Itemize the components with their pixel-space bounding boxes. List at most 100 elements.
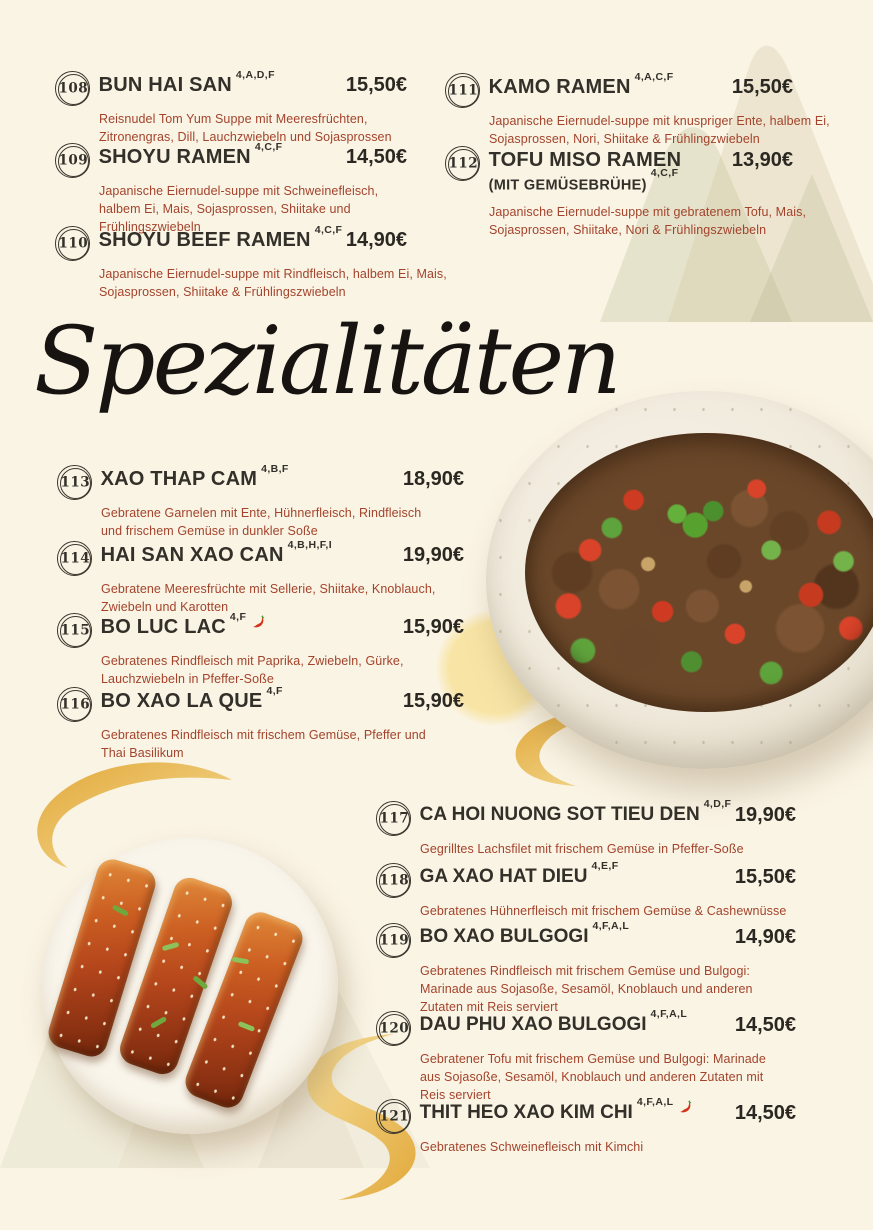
menu-item-113: 113 XAO THAP CAM 4,B,F 18,90€ Gebratene G…	[57, 463, 464, 540]
beef-pepper-stir-fry	[525, 432, 873, 713]
item-number: 116	[60, 696, 91, 713]
menu-item-119: 119 BO XAO BULGOGI4,F,A,L 14,90€ Gebrate…	[376, 920, 796, 1016]
menu-item-116: 116 BO XAO LA QUE 4,F 15,90€ Gebratenes R…	[57, 685, 464, 762]
menu-item-115: 115 BO LUC LAC 4,F 15,90€ Gebratenes Rind…	[57, 611, 464, 688]
item-number: 118	[379, 872, 410, 889]
item-number-badge: 118	[376, 863, 411, 898]
item-description: Reisnudel Tom Yum Suppe mit Meeresfrücht…	[99, 111, 392, 144]
item-subtitle: (MIT GEMÜSEBRÜHE)	[488, 177, 647, 194]
item-name: DAU PHU XAO BULGOGI	[419, 1014, 647, 1035]
item-description: Gebratenes Schweinefleisch mit Kimchi	[420, 1139, 644, 1154]
item-number: 114	[60, 550, 91, 567]
item-number-badge: 117	[376, 801, 411, 836]
item-number-badge: 108	[55, 71, 90, 106]
allergen-codes: 4,F,A,L	[636, 1095, 674, 1108]
item-number-badge: 111	[445, 73, 480, 108]
item-description: Gebratenes Rindfleisch mit frischem Gemü…	[101, 727, 426, 760]
item-name: BUN HAI SAN	[98, 74, 232, 96]
menu-item-110: 110 SHOYU BEEF RAMEN 4,C,F 14,90€ Japanis…	[55, 224, 447, 301]
item-number: 110	[58, 235, 89, 252]
allergen-codes: 4,F	[229, 610, 247, 623]
item-description: Gebratene Meeresfrüchte mit Sellerie, Sh…	[101, 581, 436, 614]
glazed-salmon-plate-photo	[42, 838, 338, 1134]
allergen-codes: 4,F	[266, 684, 283, 697]
item-name: TOFU MISO RAMEN	[488, 149, 682, 171]
item-name: GA XAO HAT DIEU	[419, 866, 588, 887]
item-number: 119	[379, 932, 410, 949]
menu-item-118: 118 GA XAO HAT DIEU4,E,F 15,50€ Gebraten…	[376, 860, 796, 920]
item-description: Gebratenes Hühnerfleisch mit frischem Ge…	[420, 903, 787, 918]
item-number-badge: 112	[445, 146, 480, 181]
item-name: BO XAO BULGOGI	[419, 926, 589, 947]
item-number-badge: 116	[57, 687, 92, 722]
menu-item-111: 111 KAMO RAMEN 4,A,C,F 15,50€ Japanische …	[445, 71, 830, 148]
allergen-codes: 4,C,F	[650, 167, 679, 179]
item-price: 14,90€	[734, 926, 796, 948]
allergen-codes: 4,B,H,F,I	[287, 538, 333, 551]
item-price: 13,90€	[731, 149, 793, 171]
item-price: 15,90€	[402, 616, 464, 638]
item-number: 120	[379, 1020, 410, 1037]
item-number: 115	[60, 622, 91, 639]
item-name: BO XAO LA QUE	[100, 690, 263, 712]
allergen-codes: 4,A,C,F	[634, 70, 674, 83]
item-number-badge: 120	[376, 1011, 411, 1046]
item-number-badge: 114	[57, 541, 92, 576]
item-price: 15,50€	[734, 866, 796, 888]
item-name: SHOYU BEEF RAMEN	[98, 229, 311, 251]
allergen-codes: 4,C,F	[314, 223, 343, 236]
item-number: 121	[379, 1108, 410, 1125]
item-name: HAI SAN XAO CAN	[100, 544, 284, 566]
allergen-codes: 4,D,F	[703, 797, 732, 810]
item-number-badge: 119	[376, 923, 411, 958]
item-price: 14,90€	[345, 229, 407, 251]
item-description: Japanische Eiernudel-suppe mit Rindfleis…	[99, 266, 447, 299]
item-number: 111	[448, 82, 479, 99]
menu-item-109: 109 SHOYU RAMEN 4,C,F 14,50€ Japanische E…	[55, 141, 407, 236]
menu-item-112: 112 TOFU MISO RAMEN (MIT GEMÜSEBRÜHE)4,C…	[445, 146, 806, 240]
menu-item-117: 117 CA HOI NUONG SOT TIEU DEN4,D,F 19,90…	[376, 798, 796, 858]
item-description: Gebratenes Rindfleisch mit Paprika, Zwie…	[101, 653, 404, 686]
allergen-codes: 4,E,F	[591, 859, 619, 872]
item-name: CA HOI NUONG SOT TIEU DEN	[419, 804, 700, 825]
menu-item-120: 120 DAU PHU XAO BULGOGI4,F,A,L 14,50€ Ge…	[376, 1008, 796, 1104]
item-price: 19,90€	[734, 804, 796, 826]
item-description: Gebratener Tofu mit frischem Gemüse und …	[420, 1051, 766, 1102]
item-number: 112	[448, 155, 479, 172]
item-name: KAMO RAMEN	[488, 76, 631, 98]
allergen-codes: 4,F,A,L	[650, 1007, 688, 1020]
item-description: Japanische Eiernudel-suppe mit Schweinef…	[99, 183, 379, 234]
section-title: Spezialitäten	[34, 307, 622, 416]
item-price: 19,90€	[402, 544, 464, 566]
menu-item-121: 121 THIT HEO XAO KIM CHI4,F,A,L 14,50€ G…	[376, 1096, 796, 1156]
item-description: Japanische Eiernudel-suppe mit knusprige…	[489, 113, 830, 146]
item-name: XAO THAP CAM	[100, 468, 258, 490]
chili-icon	[253, 615, 265, 628]
item-description: Gebratene Garnelen mit Ente, Hühnerfleis…	[101, 505, 422, 538]
item-price: 14,50€	[734, 1102, 796, 1124]
item-number-badge: 115	[57, 613, 92, 648]
item-number: 108	[58, 80, 89, 97]
item-number: 113	[60, 474, 91, 491]
item-name: THIT HEO XAO KIM CHI	[419, 1102, 633, 1123]
item-number-badge: 109	[55, 143, 90, 178]
item-number-badge: 113	[57, 465, 92, 500]
chili-icon	[680, 1100, 692, 1113]
menu-item-114: 114 HAI SAN XAO CAN 4,B,H,F,I 19,90€ Gebr…	[57, 539, 464, 616]
item-name: SHOYU RAMEN	[98, 146, 251, 168]
beef-stir-fry-bowl-photo	[486, 391, 873, 769]
allergen-codes: 4,A,D,F	[235, 68, 275, 81]
item-price: 15,90€	[402, 690, 464, 712]
item-price: 14,50€	[345, 146, 407, 168]
item-price: 15,50€	[345, 74, 407, 96]
item-number-badge: 110	[55, 226, 90, 261]
allergen-codes: 4,F,A,L	[592, 919, 630, 932]
item-price: 15,50€	[731, 76, 793, 98]
menu-item-108: 108 BUN HAI SAN 4,A,D,F 15,50€ Reisnudel …	[55, 69, 407, 146]
item-number-badge: 121	[376, 1099, 411, 1134]
item-price: 18,90€	[402, 468, 464, 490]
item-description: Gebratenes Rindfleisch mit frischem Gemü…	[420, 963, 753, 1014]
item-description: Gegrilltes Lachsfilet mit frischem Gemüs…	[420, 841, 744, 856]
item-description: Japanische Eiernudel-suppe mit gebratene…	[489, 205, 807, 238]
